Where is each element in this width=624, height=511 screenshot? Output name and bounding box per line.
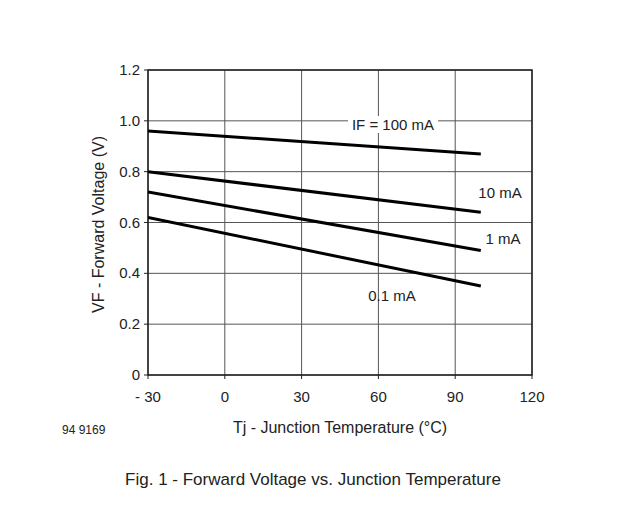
y-grid-line	[148, 273, 532, 274]
y-tick-label: 1.2	[119, 61, 140, 78]
series-line	[148, 217, 481, 286]
x-tick	[378, 375, 379, 379]
y-tick-label: 0	[132, 366, 140, 383]
series-line	[148, 131, 481, 154]
y-tick	[144, 324, 148, 325]
y-tick-label: 0.6	[119, 214, 140, 231]
series-line	[148, 172, 481, 213]
chart-title: Fig. 1 - Forward Voltage vs. Junction Te…	[125, 470, 501, 489]
x-tick	[224, 375, 225, 379]
y-grid-line	[148, 222, 532, 223]
annotation: 94 9169	[62, 423, 106, 437]
x-tick	[301, 375, 302, 379]
x-tick-label: 0	[221, 388, 229, 405]
x-tick	[532, 375, 533, 379]
x-axis-title: Tj - Junction Temperature (°C)	[233, 419, 447, 436]
y-axis-title: VF - Forward Voltage (V)	[90, 136, 107, 313]
y-tick	[144, 273, 148, 274]
series-label: 0.1 mA	[368, 287, 416, 304]
y-tick	[144, 375, 148, 376]
y-tick	[144, 171, 148, 172]
y-tick	[144, 70, 148, 71]
x-tick	[455, 375, 456, 379]
y-tick	[144, 222, 148, 223]
y-tick-label: 1.0	[119, 112, 140, 129]
y-tick-label: 0.2	[119, 315, 140, 332]
x-tick-label: - 30	[135, 388, 161, 405]
x-tick-label: 120	[519, 388, 544, 405]
series-line	[148, 192, 481, 250]
x-tick-label: 60	[370, 388, 387, 405]
y-tick-label: 0.4	[119, 264, 140, 281]
chart: - 30 0 30 60 90 120 0 0.2 0.4 0.6 0.8 1.0 1.2 IF = 10…	[0, 0, 624, 511]
y-grid-line	[148, 324, 532, 325]
x-tick-label: 90	[447, 388, 464, 405]
y-grid-line	[148, 120, 532, 121]
y-tick-label: 0.8	[119, 163, 140, 180]
series-group	[148, 131, 481, 286]
series-label: 10 mA	[478, 184, 521, 201]
y-tick	[144, 120, 148, 121]
series-label: IF = 100 mA	[352, 116, 434, 133]
label-background	[348, 116, 438, 133]
x-tick-label: 30	[293, 388, 310, 405]
y-grid-line	[148, 171, 532, 172]
x-tick	[148, 375, 149, 379]
series-label: 1 mA	[485, 230, 520, 247]
plot-frame	[148, 70, 532, 375]
